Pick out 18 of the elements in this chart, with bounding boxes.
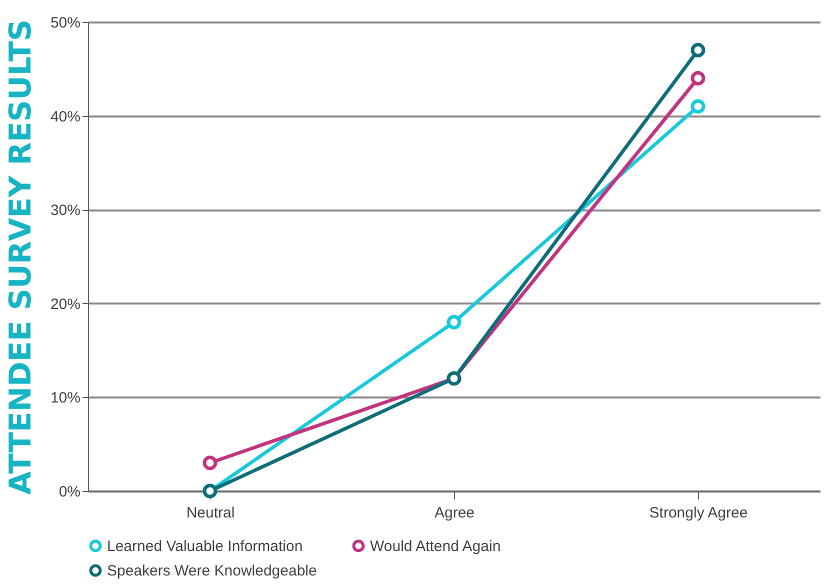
legend-label: Speakers Were Knowledgeable [107, 562, 317, 580]
point [690, 42, 706, 58]
y-tick-label: 30% [50, 202, 80, 220]
y-tick-label: 20% [50, 296, 80, 313]
y-tick-label: 40% [50, 108, 80, 126]
x-tick-label: Agree [434, 504, 475, 522]
y-tick-label: 0% [58, 484, 80, 500]
y-tick-label: 10% [50, 390, 80, 407]
x-tick-label: Strongly Agree [649, 504, 748, 522]
legend-label: Learned Valuable Information [107, 538, 303, 555]
point [202, 456, 218, 470]
point [690, 71, 706, 86]
x-tick-label: Neutral [186, 504, 235, 522]
y-axis-title: ATTENDEE SURVEY RESULTS [3, 19, 38, 495]
y-tick-label: 50% [50, 14, 80, 32]
point [446, 314, 462, 330]
legend-label: Would Attend Again [370, 538, 501, 555]
point [690, 99, 706, 114]
